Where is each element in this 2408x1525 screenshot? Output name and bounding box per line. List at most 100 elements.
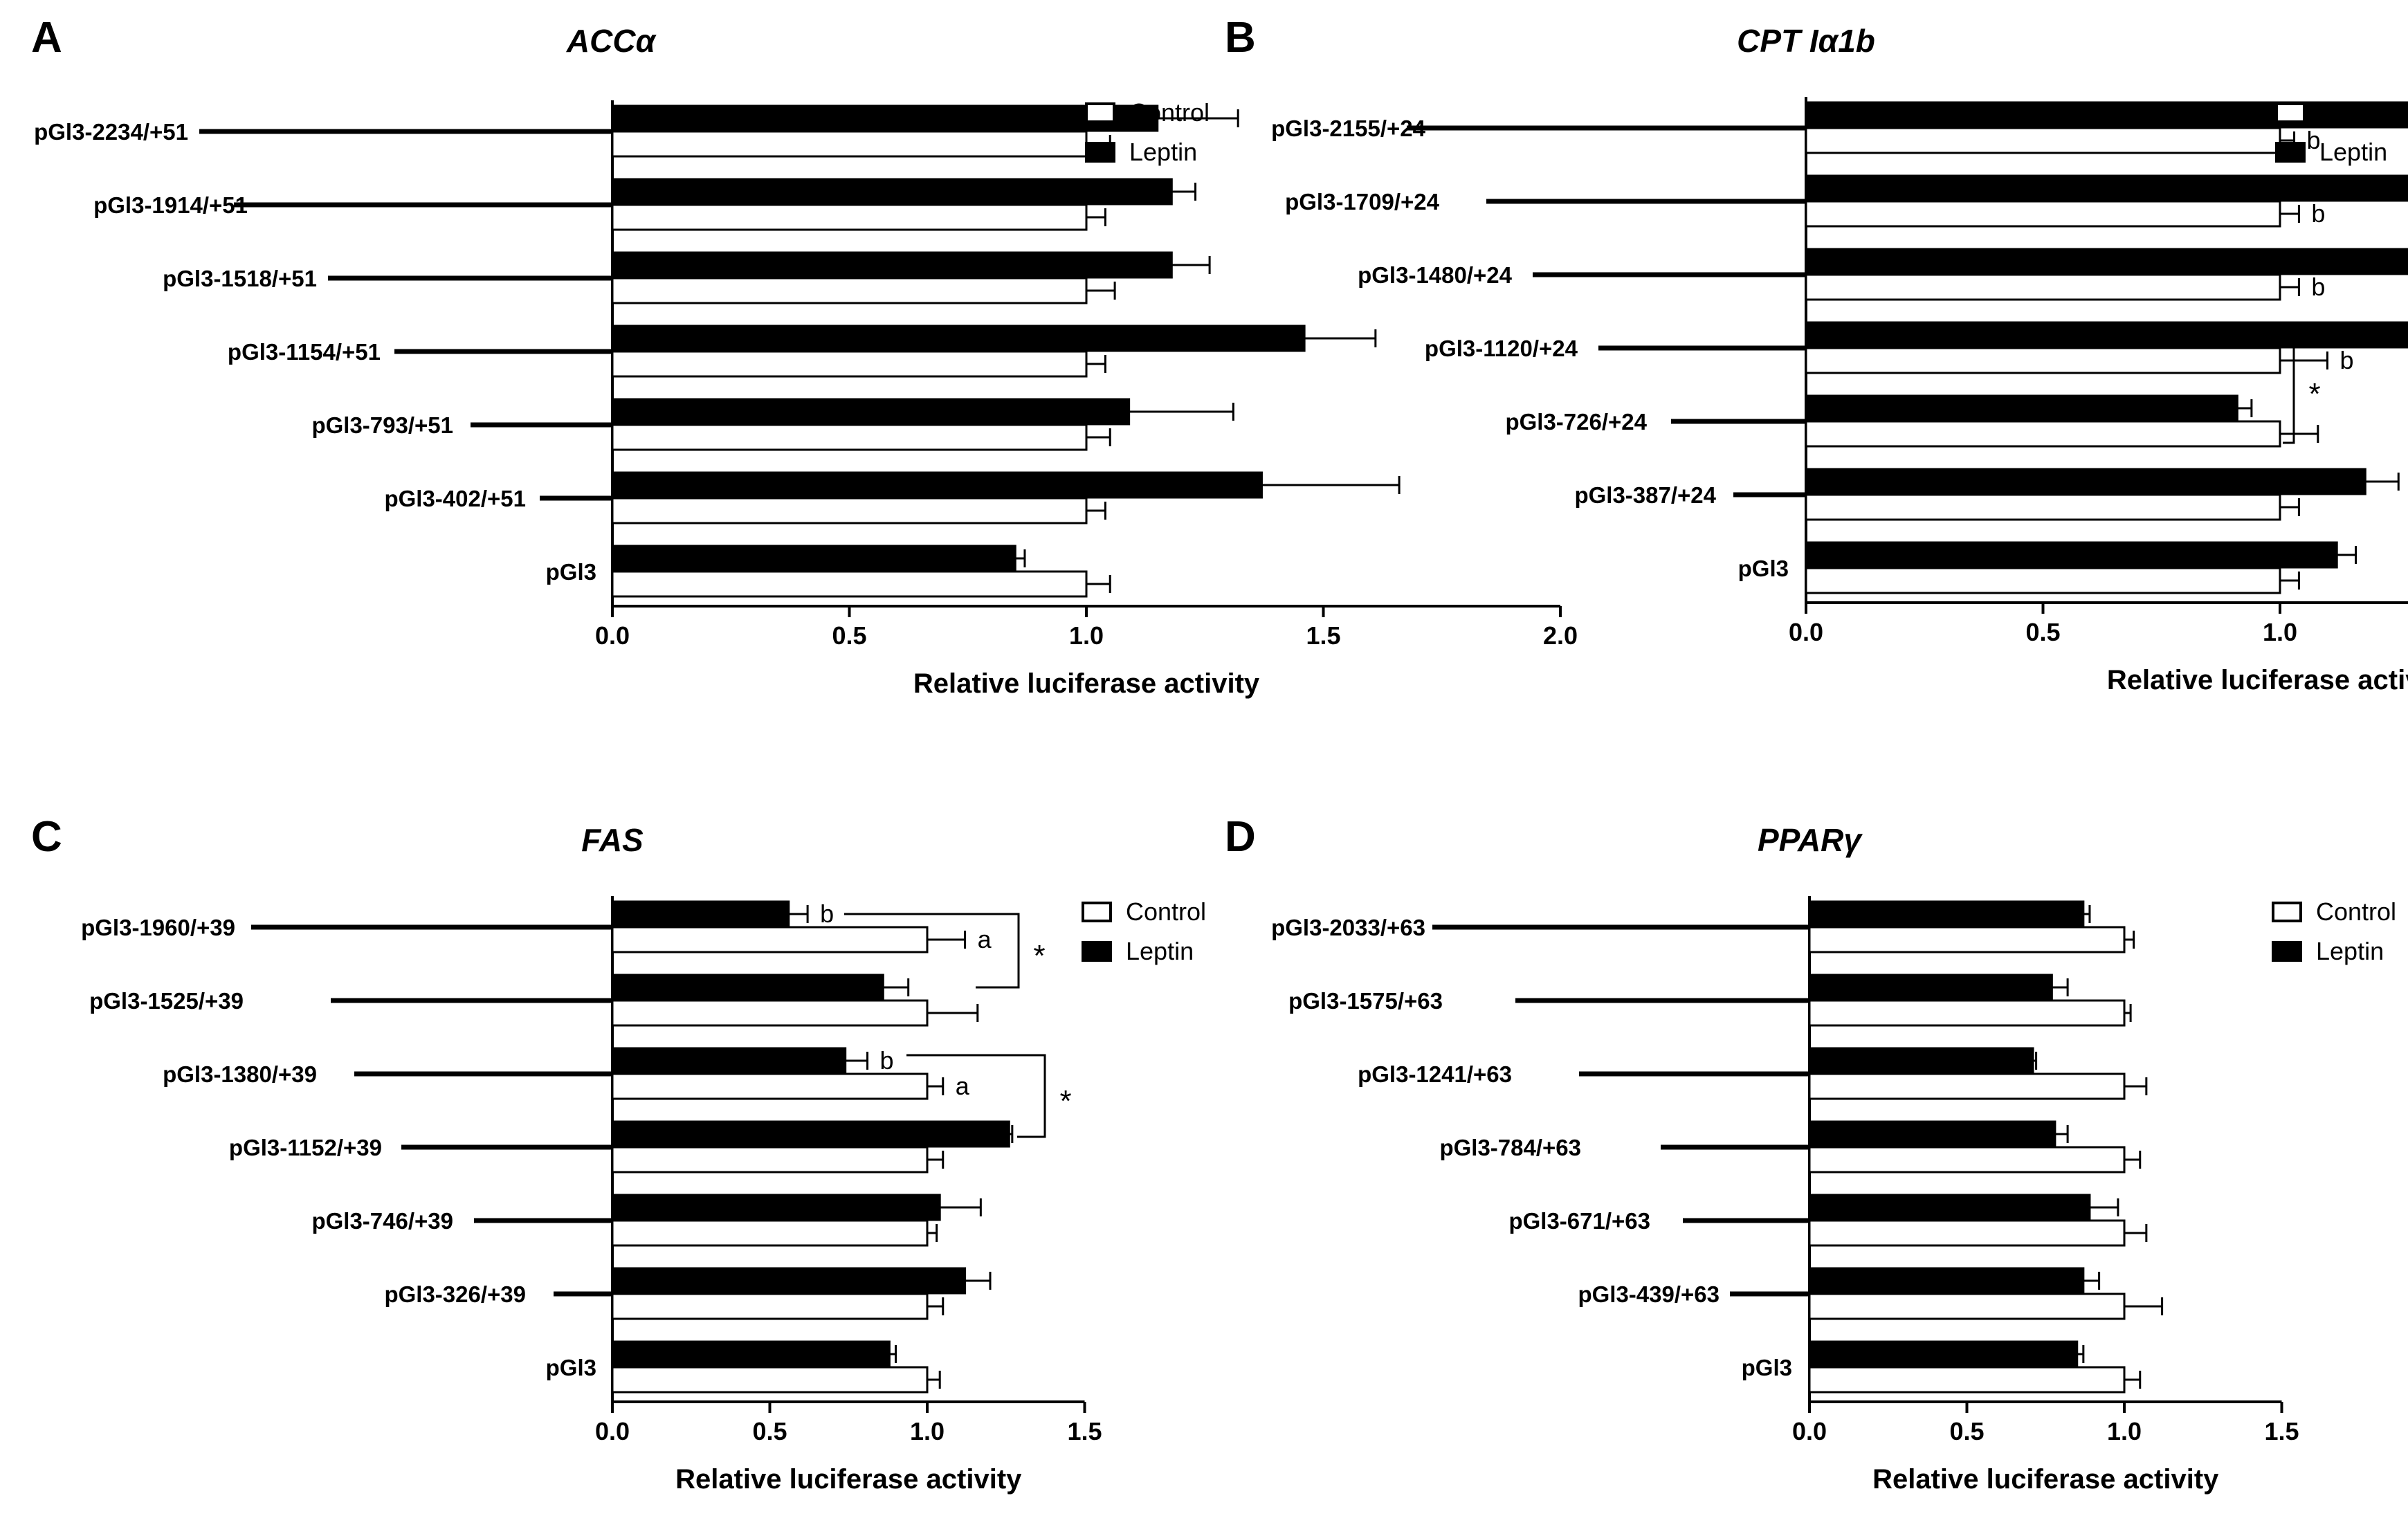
legend-leptin-label: Leptin	[2319, 138, 2387, 166]
significance-bracket	[844, 913, 1020, 989]
control-bar	[611, 423, 1088, 451]
construct-label: pGl3-784/+63	[1439, 1135, 1581, 1160]
control-bar	[1808, 1366, 2126, 1394]
construct-label: pGl3-1241/+63	[1358, 1061, 1512, 1087]
x-tick-label: 1.0	[2107, 1417, 2142, 1445]
chart-title: PPARγ	[1758, 822, 1863, 858]
leptin-bar	[1808, 974, 2053, 1001]
leptin-bar	[1805, 248, 2408, 275]
construct-label: pGl3	[1738, 556, 1789, 581]
x-axis-label: Relative luciferase activity	[913, 668, 1260, 699]
leptin-bar	[1808, 1047, 2034, 1075]
control-bar	[1808, 1219, 2126, 1247]
construct-label: pGl3-2155/+24	[1271, 116, 1426, 141]
significance-letter: b	[2340, 346, 2354, 374]
construct-label: pGl3-1960/+39	[81, 915, 235, 940]
construct-label: pGl3-387/+24	[1574, 482, 1716, 508]
control-bar	[1808, 1293, 2126, 1320]
x-tick-label: 0.5	[752, 1417, 787, 1445]
legend-control-label: Control	[2316, 897, 2396, 926]
x-axis-label: Relative luciferase activity	[1872, 1464, 2219, 1495]
legend: Control Leptin	[1085, 98, 1210, 166]
leptin-bar	[611, 1340, 891, 1368]
significance-star: *	[1033, 939, 1045, 973]
significance-letter: b	[2307, 126, 2321, 154]
control-bar	[611, 1293, 929, 1320]
construct-label: pGl3-1152/+39	[229, 1135, 382, 1160]
construct-label: pGl3-1480/+24	[1358, 262, 1513, 288]
leptin-bar	[611, 1047, 847, 1075]
construct-label: pGl3-793/+51	[311, 412, 453, 438]
chart-title: CPT Iα1b	[1737, 23, 1875, 59]
leptin-bar	[611, 471, 1263, 499]
construct-label: pGl3-402/+51	[384, 486, 526, 511]
legend-leptin-swatch	[2272, 941, 2302, 962]
significance-letter: b	[2311, 273, 2325, 301]
construct-label: pGl3-326/+39	[384, 1281, 526, 1307]
legend-control-swatch	[2272, 902, 2302, 922]
leptin-bar	[611, 1267, 967, 1295]
panel-letter: C	[31, 813, 62, 861]
construct-label: pGl3-1914/+51	[93, 192, 248, 218]
control-bar	[1808, 926, 2126, 953]
significance-bracket	[906, 1054, 1046, 1138]
chart-panel-d: D PPARγ 0.0 0.5 1.0 1.5 Relative luciferase ac…	[1225, 813, 2396, 1495]
legend-leptin-label: Leptin	[2316, 937, 2384, 965]
legend: Control Leptin	[2272, 897, 2396, 965]
control-bar	[1805, 567, 2281, 594]
control-bar	[1805, 200, 2281, 228]
construct-label: pGl3-671/+63	[1508, 1208, 1650, 1234]
legend-control-swatch	[1082, 902, 1112, 922]
leptin-bar	[611, 104, 1159, 132]
construct-label: pGl3-1518/+51	[163, 266, 317, 291]
chart-title: ACCα	[566, 23, 657, 59]
leptin-bar	[1805, 101, 2408, 129]
control-bar	[1805, 273, 2281, 301]
panel-letter: B	[1225, 14, 1256, 62]
leptin-bar	[1808, 1194, 2091, 1221]
legend-control-label: Control	[2319, 98, 2400, 127]
legend-control-label: Control	[1126, 897, 1206, 926]
control-bar	[611, 350, 1088, 378]
control-bar	[1808, 999, 2126, 1027]
control-bar	[611, 1219, 929, 1247]
legend-control-label: Control	[1129, 98, 1210, 127]
construct-label: pGl3	[1742, 1355, 1792, 1380]
construct-label: pGl3-1380/+39	[163, 1061, 317, 1087]
leptin-bar	[611, 974, 884, 1001]
control-bar	[611, 570, 1088, 598]
control-bar	[611, 203, 1088, 231]
legend-leptin-swatch	[1085, 142, 1115, 163]
control-bar	[611, 926, 929, 953]
leptin-bar	[1805, 174, 2408, 202]
x-tick-label: 1.0	[2263, 618, 2297, 646]
significance-letter: b	[2311, 199, 2325, 228]
leptin-bar	[1808, 1267, 2085, 1295]
leptin-bar	[611, 325, 1306, 352]
significance-letter: a	[978, 925, 992, 953]
x-tick-label: 1.5	[1067, 1417, 1102, 1445]
leptin-bar	[1805, 541, 2338, 569]
chart-title: FAS	[581, 822, 644, 858]
x-tick-label: 0.0	[1789, 618, 1823, 646]
x-tick-label: 1.0	[910, 1417, 945, 1445]
leptin-bar	[1808, 1340, 2079, 1368]
construct-label: pGl3-1154/+51	[228, 339, 381, 365]
significance-bracket	[2283, 334, 2408, 444]
control-bar	[1808, 1146, 2126, 1174]
significance-star: *	[2308, 377, 2320, 411]
x-tick-label: 0.5	[832, 621, 866, 650]
chart-panel-a: A ACCα 0.0 0.5 1.0 1.5 2.0 Relative luciferase …	[31, 14, 1578, 699]
x-tick-label: 0.0	[595, 1417, 630, 1445]
x-axis-label: Relative luciferase activity	[675, 1464, 1022, 1495]
x-tick-label: 0.5	[2025, 618, 2060, 646]
control-bar	[1805, 493, 2281, 521]
legend-leptin-label: Leptin	[1129, 138, 1197, 166]
construct-label: pGl3	[546, 559, 596, 585]
legend-leptin-swatch	[2275, 142, 2306, 163]
x-axis-label: Relative luciferase activity	[2107, 665, 2408, 695]
leptin-bar	[611, 398, 1131, 426]
leptin-bar	[611, 178, 1173, 206]
significance-star: *	[1059, 1084, 1071, 1118]
